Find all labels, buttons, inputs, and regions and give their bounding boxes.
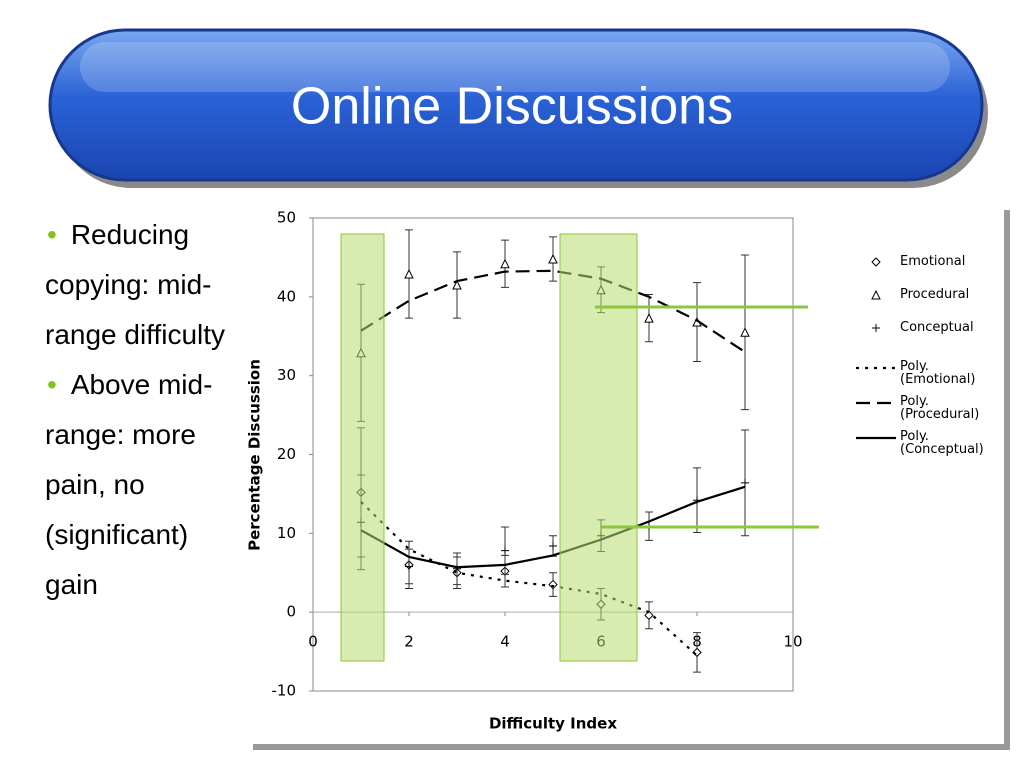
marker-triangle bbox=[644, 312, 654, 323]
marker-triangle bbox=[871, 289, 881, 300]
legend-label: Poly. (Conceptual) bbox=[900, 429, 984, 457]
x-tick-label: 4 bbox=[500, 633, 510, 651]
x-tick-label: 0 bbox=[308, 633, 318, 651]
marker-triangle bbox=[740, 327, 750, 337]
banner-gloss bbox=[80, 42, 950, 92]
y-tick-label: 0 bbox=[286, 603, 296, 621]
marker-plus bbox=[549, 541, 557, 550]
marker-triangle bbox=[548, 253, 558, 264]
bullet: Above mid-range: more pain, no (signific… bbox=[45, 360, 240, 610]
x-tick-label: 10 bbox=[783, 633, 802, 651]
marker-plus bbox=[501, 546, 509, 555]
plot: -10010203040500246810 bbox=[272, 209, 803, 700]
bullet: Reducing copying: mid-range difficulty bbox=[45, 210, 240, 360]
legend-label: Procedural bbox=[900, 287, 970, 302]
legend-label: Conceptual bbox=[900, 320, 974, 335]
marker-diamond bbox=[692, 647, 702, 658]
y-tick-label: 40 bbox=[277, 287, 296, 305]
y-tick-label: 30 bbox=[277, 366, 296, 384]
marker-diamond bbox=[548, 579, 558, 590]
marker-triangle bbox=[500, 258, 510, 269]
x-axis-label: Difficulty Index bbox=[489, 715, 617, 733]
y-axis-label: Percentage Discussion bbox=[246, 359, 264, 551]
legend-label: Emotional bbox=[900, 254, 966, 269]
marker-plus bbox=[741, 478, 749, 487]
marker-triangle bbox=[452, 279, 462, 290]
y-tick-label: -10 bbox=[272, 682, 297, 700]
legend-label: Poly. (Emotional) bbox=[900, 359, 976, 387]
y-tick-label: 10 bbox=[277, 524, 296, 542]
trend-line bbox=[360, 269, 746, 353]
y-tick-label: 50 bbox=[277, 209, 296, 227]
banner bbox=[48, 28, 984, 182]
x-tick-label: 2 bbox=[404, 633, 414, 651]
highlight-box bbox=[559, 233, 638, 662]
legend-entry bbox=[872, 324, 880, 332]
highlight-box bbox=[340, 233, 385, 662]
marker-plus bbox=[872, 324, 880, 332]
legend-entry bbox=[871, 257, 881, 267]
marker-diamond bbox=[871, 257, 881, 267]
marker-triangle bbox=[404, 268, 414, 279]
legend-entry bbox=[871, 289, 881, 300]
bullet-list: Reducing copying: mid-range difficulty A… bbox=[45, 210, 240, 610]
slide-title: Online Discussions bbox=[291, 78, 733, 136]
marker-diamond bbox=[644, 610, 654, 621]
legend-label: Poly. (Procedural) bbox=[900, 394, 980, 422]
marker-plus bbox=[405, 562, 413, 571]
trend-line bbox=[360, 485, 746, 569]
y-tick-label: 20 bbox=[277, 445, 296, 463]
